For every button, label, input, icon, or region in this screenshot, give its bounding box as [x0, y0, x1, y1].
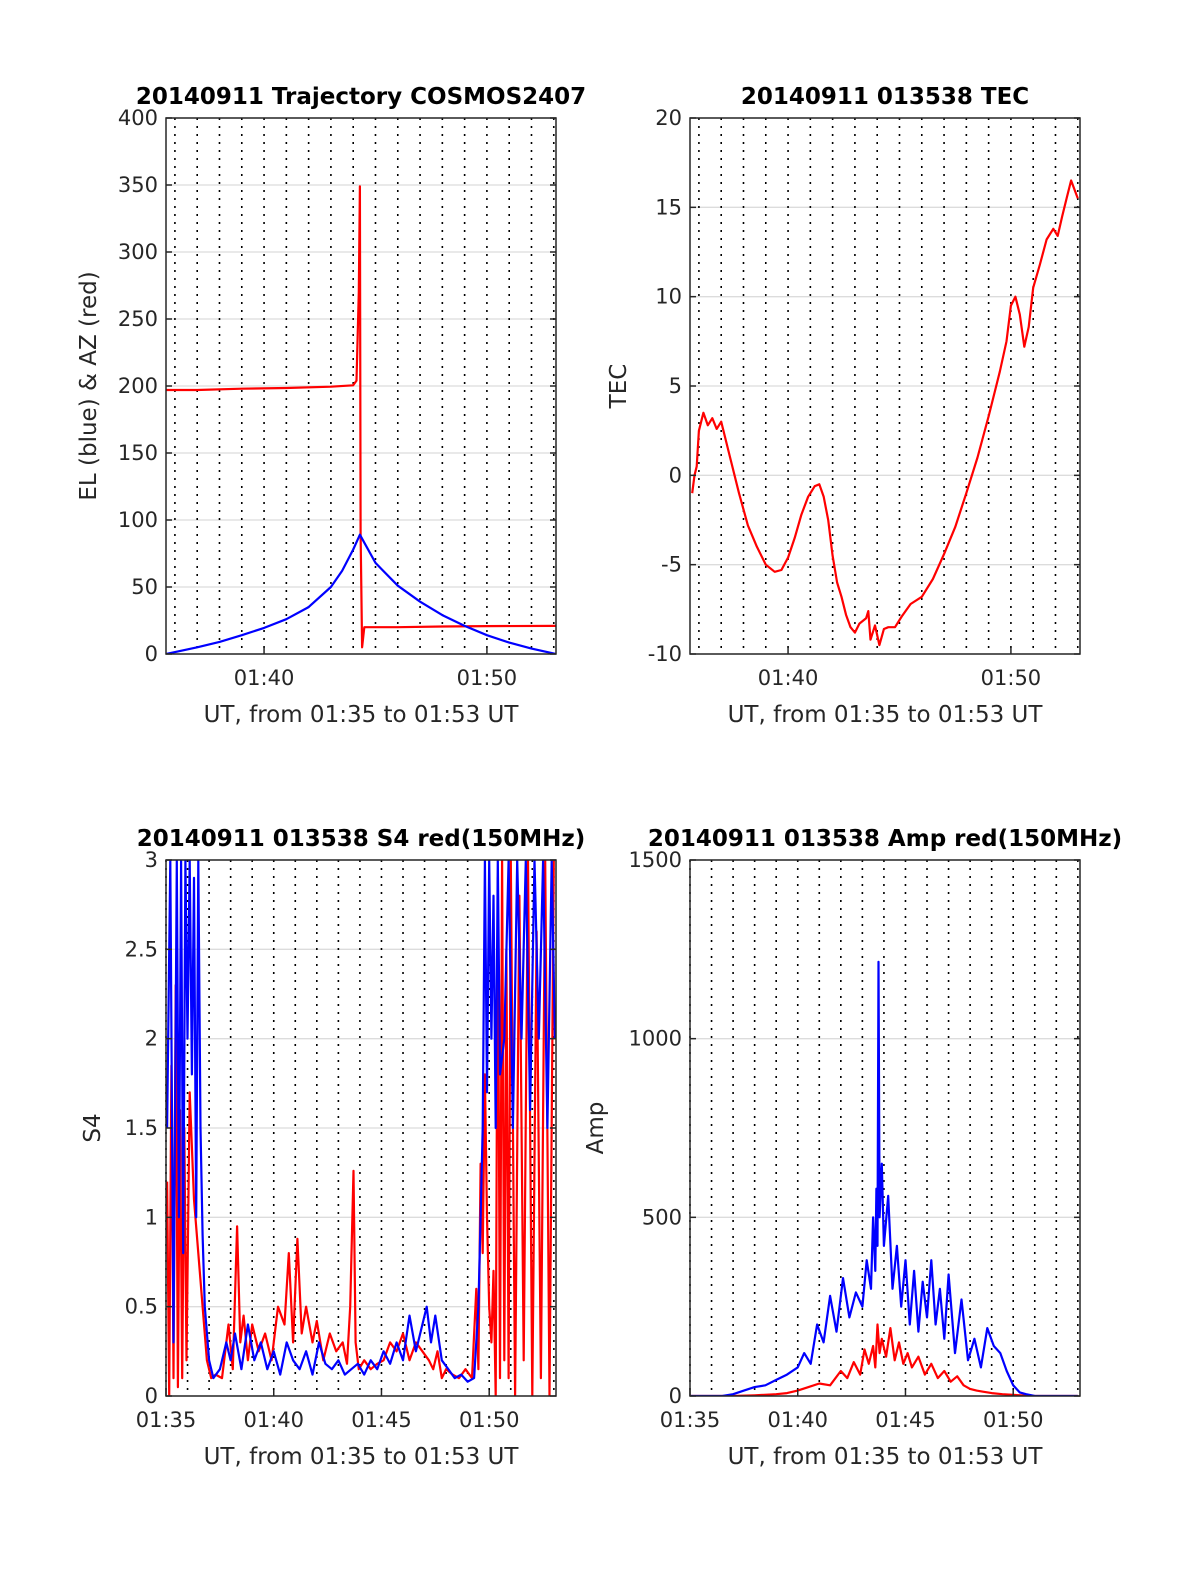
tec-xtick-label: 01:50: [981, 666, 1042, 690]
amp-ytick-label: 1000: [629, 1027, 682, 1051]
s4-xtick-label: 01:40: [243, 1408, 304, 1432]
trajectory-xtick-label: 01:50: [457, 666, 518, 690]
trajectory-ytick-label: 50: [131, 575, 158, 599]
amp-ytick-label: 500: [642, 1205, 682, 1229]
s4-xlabel: UT, from 01:35 to 01:53 UT: [204, 1444, 520, 1470]
amp-xtick-label: 01:45: [875, 1408, 936, 1432]
amp-series-0-line: [690, 1323, 1078, 1396]
tec-ytick-label: 10: [655, 285, 682, 309]
trajectory-ytick-label: 400: [118, 106, 158, 130]
amp-series-1-line: [690, 960, 1078, 1396]
trajectory-ytick-label: 150: [118, 441, 158, 465]
tec-ytick-label: 20: [655, 106, 682, 130]
trajectory-xtick-label: 01:40: [234, 666, 295, 690]
s4-panel: 20140911 013538 S4 red(150MHz) UT, from …: [80, 826, 585, 1470]
s4-title: 20140911 013538 S4 red(150MHz): [137, 826, 586, 852]
trajectory-ytick-label: 200: [118, 374, 158, 398]
trajectory-ytick-label: 350: [118, 173, 158, 197]
trajectory-ytick-label: 300: [118, 240, 158, 264]
trajectory-ytick-label: 250: [118, 307, 158, 331]
tec-ytick-label: -5: [661, 553, 682, 577]
tec-title: 20140911 013538 TEC: [741, 84, 1029, 110]
trajectory-ytick-label: 100: [118, 508, 158, 532]
tec-xlabel: UT, from 01:35 to 01:53 UT: [728, 702, 1044, 728]
trajectory-series-0-line: [166, 185, 556, 649]
tec-ytick-label: 0: [669, 463, 682, 487]
tec-ylabel: TEC: [606, 364, 632, 410]
s4-ytick-label: 0.5: [125, 1295, 158, 1319]
amp-panel: 20140911 013538 Amp red(150MHz) UT, from…: [583, 826, 1122, 1470]
amp-xtick-label: 01:35: [660, 1408, 721, 1432]
s4-ytick-label: 2.5: [125, 937, 158, 961]
amp-axes-box: [689, 859, 1081, 1397]
s4-xtick-label: 01:50: [459, 1408, 520, 1432]
amp-title: 20140911 013538 Amp red(150MHz): [648, 826, 1122, 852]
tec-panel: 20140911 013538 TEC UT, from 01:35 to 01…: [606, 84, 1081, 728]
tec-ytick-label: 15: [655, 195, 682, 219]
trajectory-ylabel: EL (blue) & AZ (red): [76, 271, 102, 500]
trajectory-xlabel: UT, from 01:35 to 01:53 UT: [204, 702, 520, 728]
trajectory-title: 20140911 Trajectory COSMOS2407: [136, 84, 586, 110]
tec-xtick-label: 01:40: [758, 666, 819, 690]
s4-series-1-line: [166, 860, 556, 1383]
amp-xtick-label: 01:40: [767, 1408, 828, 1432]
s4-ytick-label: 2: [145, 1027, 158, 1051]
s4-ytick-label: 0: [145, 1384, 158, 1408]
s4-ytick-label: 1.5: [125, 1116, 158, 1140]
amp-ylabel: Amp: [583, 1102, 609, 1155]
s4-xtick-label: 01:45: [351, 1408, 412, 1432]
tec-series-0-line: [691, 179, 1079, 647]
amp-ytick-label: 1500: [629, 848, 682, 872]
amp-ytick-label: 0: [669, 1384, 682, 1408]
amp-xtick-label: 01:50: [983, 1408, 1044, 1432]
s4-xtick-label: 01:35: [136, 1408, 197, 1432]
trajectory-series-1-line: [166, 533, 556, 654]
s4-ylabel: S4: [80, 1113, 106, 1142]
tec-ytick-label: 5: [669, 374, 682, 398]
trajectory-panel: 20140911 Trajectory COSMOS2407 UT, from …: [76, 84, 586, 728]
tec-ytick-label: -10: [648, 642, 682, 666]
amp-xlabel: UT, from 01:35 to 01:53 UT: [728, 1444, 1044, 1470]
trajectory-ytick-label: 0: [145, 642, 158, 666]
s4-ytick-label: 1: [145, 1205, 158, 1229]
s4-ytick-label: 3: [145, 848, 158, 872]
